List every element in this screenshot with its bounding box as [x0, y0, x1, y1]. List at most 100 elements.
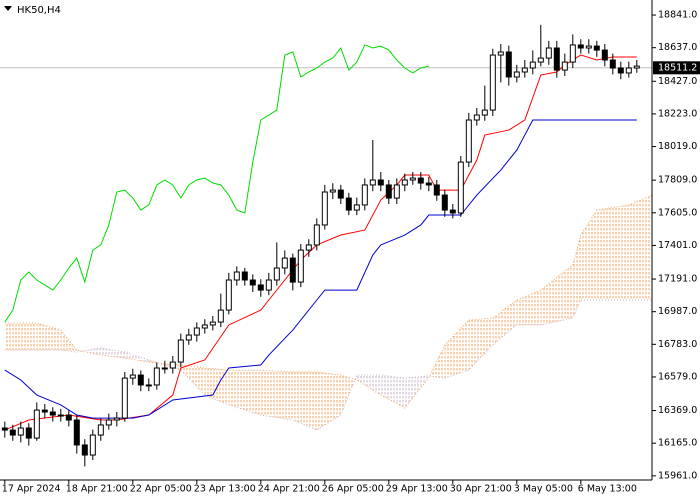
candle-body [425, 182, 432, 186]
candle-body [225, 279, 232, 311]
candle-body [97, 424, 104, 436]
current-price-box [653, 61, 700, 75]
candle-body [33, 409, 40, 439]
candle-body [625, 67, 632, 74]
cloud-segment [380, 375, 405, 408]
candle-body [313, 224, 320, 246]
candle-body [617, 67, 624, 74]
y-tick-label: 16165.0 [658, 438, 697, 449]
candle-body [337, 189, 344, 199]
chikou-line [4, 44, 429, 323]
current-price-label: 18511.2 [658, 62, 697, 73]
y-tick-label: 16783.0 [658, 339, 697, 350]
candle-body [497, 51, 504, 56]
cloud-segment [100, 348, 125, 359]
candle-body [305, 244, 312, 251]
cloud-segment [492, 300, 517, 345]
y-tick-label: 17605.0 [658, 207, 697, 218]
candle-body [113, 417, 120, 421]
cloud-segment [76, 348, 101, 356]
x-tick-label: 29 Apr 13:00 [386, 484, 448, 495]
y-tick-label: 16369.0 [658, 405, 697, 416]
candle-body [265, 279, 272, 291]
candle-body [129, 374, 136, 379]
x-tick-label: 17 Apr 2024 [2, 484, 61, 495]
title-arrow [4, 6, 12, 11]
x-tick-label: 23 Apr 13:00 [194, 484, 256, 495]
candle-body [433, 184, 440, 196]
candle-body [569, 44, 576, 63]
candle-body [409, 177, 416, 181]
y-tick-label: 17809.0 [658, 175, 697, 186]
candle-body [393, 184, 400, 199]
x-tick-label: 26 Apr 05:00 [322, 484, 384, 495]
y-tick-label: 16579.0 [658, 371, 697, 382]
candle-body [273, 267, 280, 281]
cloud-segment [356, 375, 381, 396]
x-tick-label: 6 May 13:00 [578, 484, 637, 495]
candle-body [473, 114, 480, 121]
cloud-segment [292, 372, 317, 431]
candle-body [297, 249, 304, 283]
candle-body [49, 411, 56, 416]
y-tick-label: 18223.0 [658, 108, 697, 119]
candle-body [281, 257, 288, 269]
candle-body [577, 44, 584, 49]
candle-body [145, 384, 152, 387]
candle-body [81, 444, 88, 456]
tenkan-line [4, 54, 637, 431]
y-tick-label: 16987.0 [658, 306, 697, 317]
candle-body [609, 59, 616, 69]
candle-body [153, 367, 160, 386]
candle-body [585, 45, 592, 49]
senkou-span-line [4, 299, 652, 431]
candle-body [457, 161, 464, 214]
cloud-segment [580, 210, 597, 300]
candle-body [353, 204, 360, 211]
candle-body [361, 184, 368, 206]
senkou-span-line [4, 194, 652, 409]
candle-body [481, 109, 488, 116]
cloud-segment [444, 320, 469, 379]
candle-body [217, 309, 224, 323]
candle-body [257, 284, 264, 291]
cloud-segment [260, 370, 293, 420]
candle-body [553, 47, 560, 71]
candle-body [385, 184, 392, 199]
cloud-segment [540, 264, 573, 325]
candle-body [321, 191, 328, 226]
cloud-segment [628, 195, 652, 300]
y-tick-label: 18841.0 [658, 10, 697, 21]
candle-body [377, 179, 384, 186]
candle-body [505, 51, 512, 78]
candle-body [441, 194, 448, 211]
candle-body [345, 197, 352, 211]
axes: 18841.0 18637.0 18427.0 18223.0 18019.0 17809… [2, 10, 700, 495]
x-tick-label: 18 Apr 21:00 [66, 484, 128, 495]
cloud-segment [4, 323, 37, 351]
candle-body [209, 321, 216, 326]
cloud-segment [180, 364, 205, 396]
candle-body [121, 377, 128, 419]
candle-body [561, 61, 568, 71]
candle-body [137, 374, 144, 386]
candle-body [545, 47, 552, 59]
candle-body [329, 189, 336, 193]
candle-body [633, 65, 640, 69]
candle-body [521, 67, 528, 73]
candle-body [489, 54, 496, 111]
candle-body [89, 434, 96, 456]
y-tick-label: 18427.0 [658, 76, 697, 87]
candle-body [57, 414, 64, 417]
candle-body [65, 414, 72, 421]
cloud-segment [36, 323, 61, 351]
y-tick-label: 15961.0 [658, 470, 697, 481]
x-tick-label: 22 Apr 05:00 [130, 484, 192, 495]
candle-body [169, 361, 176, 369]
cloud-segment [228, 370, 261, 416]
x-tick-label: 3 May 05:00 [514, 484, 573, 495]
cloud-segment [572, 235, 581, 319]
candle-body [105, 419, 112, 426]
candle-body [465, 119, 472, 163]
